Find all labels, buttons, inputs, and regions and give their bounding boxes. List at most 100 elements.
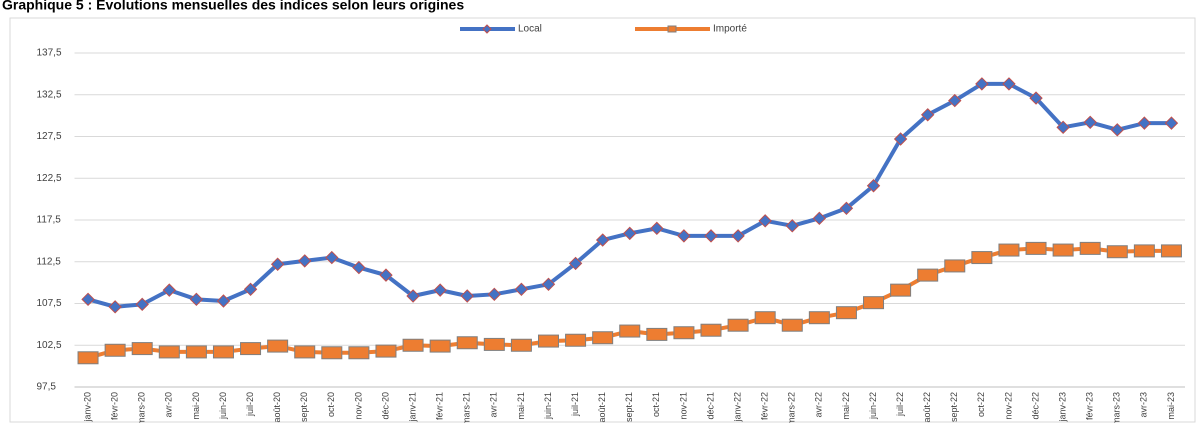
marker [1002,77,1016,91]
y-tick-label: 107,5 [37,298,62,309]
marker [510,338,532,352]
x-tick-label: avr-20 [164,392,174,418]
x-tick-label: mars-21 [462,392,472,423]
y-tick-label: 122,5 [37,173,62,184]
y-tick-label: 112,5 [37,256,62,267]
x-tick-label: sept-22 [949,392,959,422]
marker [839,201,854,216]
marker [863,296,885,310]
marker [1110,123,1124,137]
marker [704,229,718,243]
x-tick-label: mars-20 [137,392,147,423]
marker [514,282,529,297]
marker [1056,120,1070,135]
marker [677,229,691,243]
x-tick-label: oct-20 [326,392,336,417]
x-tick-label: janv-22 [732,392,742,423]
x-tick-label: nov-20 [353,392,363,420]
y-tick-label: 102,5 [37,340,62,351]
marker [754,311,776,325]
marker [158,345,180,359]
marker [866,179,881,193]
marker [1029,91,1043,105]
legend-marker [482,24,492,34]
marker [812,211,827,226]
marker [1106,245,1128,259]
marker [646,327,668,341]
marker [537,334,559,348]
legend-label: Local [518,24,542,35]
x-tick-label: juin-20 [218,392,228,420]
x-tick-label: juil-21 [570,392,580,417]
x-tick-label: juil-22 [895,392,905,417]
x-tick-label: févr-23 [1085,392,1095,420]
marker [890,283,912,297]
marker [162,283,177,297]
marker [321,346,343,360]
marker [270,257,285,271]
x-tick-label: mai-23 [1166,392,1176,420]
marker [700,323,722,337]
marker [375,344,397,358]
marker [135,297,149,312]
x-tick-label: oct-22 [976,392,986,417]
marker [565,333,587,347]
legend-marker [667,25,677,33]
x-tick-label: déc-20 [380,392,390,420]
marker [568,256,583,271]
marker [650,221,664,236]
marker [216,294,231,308]
marker [429,339,451,353]
marker [406,289,420,303]
y-tick-label: 132,5 [37,89,62,100]
x-tick-label: déc-22 [1030,392,1040,420]
legend-label: Importé [713,24,747,35]
chart-title: Graphique 5 : Evolutions mensuelles des … [2,0,464,13]
marker [81,292,95,307]
marker [1160,244,1182,258]
marker [592,331,614,345]
marker [1079,241,1101,255]
marker [460,289,474,303]
marker [433,283,447,297]
x-tick-label: août-21 [597,392,607,423]
x-tick-label: sept-20 [299,392,309,422]
marker [1025,241,1047,255]
marker [971,251,993,265]
y-tick-label: 137,5 [37,48,62,59]
marker [731,229,745,243]
marker [189,292,204,307]
x-tick-label: nov-22 [1003,392,1013,420]
x-tick-label: juin-22 [868,392,878,420]
x-tick-label: janv-20 [82,392,92,423]
marker [835,306,857,320]
x-tick-label: févr-20 [110,392,120,420]
marker [619,324,641,338]
marker [893,132,908,146]
y-tick-label: 97,5 [37,382,57,393]
marker [348,346,370,360]
x-tick-label: juil-20 [245,392,255,417]
marker [131,342,153,356]
marker [623,226,637,241]
marker [402,338,424,352]
marker [727,318,749,332]
x-tick-label: mai-21 [516,392,526,420]
marker [240,342,262,356]
marker [785,219,799,233]
marker [758,214,772,228]
marker [294,345,316,359]
x-tick-label: févr-21 [435,392,445,420]
marker [948,93,962,108]
marker [917,268,939,282]
x-tick-label: sept-21 [624,392,634,422]
marker [267,339,289,353]
x-tick-label: mars-22 [787,392,797,423]
marker [298,254,312,268]
marker [456,336,478,350]
marker [1052,243,1074,257]
x-tick-label: mai-22 [841,392,851,420]
x-tick-label: mars-23 [1112,392,1122,423]
marker [1083,115,1097,130]
x-tick-label: déc-21 [705,392,715,420]
